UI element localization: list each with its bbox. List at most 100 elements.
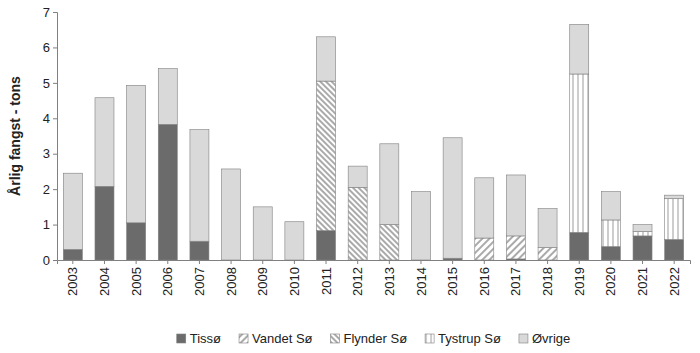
tick: 2016 — [477, 260, 492, 296]
bar-segment — [633, 232, 652, 236]
tick-mark — [199, 260, 200, 264]
bar-segment — [95, 98, 114, 187]
bar-segment — [95, 186, 114, 260]
tick-label: 3 — [43, 146, 50, 161]
tick-mark — [136, 260, 137, 264]
legend-item: Øvrige — [519, 331, 570, 346]
tick-label: 2022 — [667, 267, 682, 296]
series — [63, 124, 683, 260]
tick: 0 — [43, 253, 57, 268]
bar-segment — [411, 192, 430, 260]
tick: 2009 — [255, 260, 270, 296]
tick-mark — [420, 260, 421, 264]
bar-segment — [317, 37, 336, 81]
bar-segment — [665, 195, 684, 199]
tick-label: 2013 — [382, 267, 397, 296]
tick: 4 — [43, 111, 57, 126]
bar-segment — [475, 238, 494, 260]
tick-label: 2008 — [224, 267, 239, 296]
bar-segment — [348, 187, 367, 260]
tick-label: 2 — [43, 182, 50, 197]
legend-swatch — [239, 334, 248, 343]
tick-label: 1 — [43, 217, 50, 232]
y-axis-label: Årlig fangst - tons — [7, 76, 23, 196]
tick-label: 2006 — [160, 267, 175, 296]
bar-segment — [222, 169, 241, 260]
bar-segment — [158, 124, 177, 260]
x-axis: 2003 2004 2005 2006 2007 2008 2009 2010 2011 2012… — [58, 260, 691, 296]
tick-label: 2007 — [192, 267, 207, 296]
tick-mark — [579, 260, 580, 264]
tick-label: 2014 — [414, 267, 429, 296]
tick-label: 7 — [43, 5, 50, 20]
bar-segment — [317, 81, 336, 231]
legend-label: Vandet Sø — [252, 331, 313, 346]
legend-label: Øvrige — [532, 331, 570, 346]
tick-label: 5 — [43, 76, 50, 91]
tick: 2003 — [65, 260, 80, 296]
tick: 2011 — [319, 260, 334, 295]
tick-label: 2004 — [97, 267, 112, 296]
tick-mark — [484, 260, 485, 264]
legend-item: Vandet Sø — [239, 331, 313, 346]
tick-mark — [104, 260, 105, 264]
bar-segment — [63, 249, 82, 260]
bar-segment — [601, 220, 620, 247]
tick: 2007 — [192, 260, 207, 296]
tick-mark — [610, 260, 611, 264]
tick: 2017 — [508, 260, 523, 296]
axis-line — [58, 261, 691, 265]
tick: 2013 — [382, 260, 397, 296]
tick-mark — [53, 260, 57, 261]
tick-mark — [53, 83, 57, 84]
tick: 2010 — [287, 260, 302, 296]
bar-segment — [633, 236, 652, 260]
series — [63, 24, 683, 260]
tick: 5 — [43, 76, 57, 91]
tick-mark — [167, 260, 168, 264]
tick-mark — [294, 260, 295, 264]
bar-segment — [665, 239, 684, 260]
tick-label: 2009 — [255, 267, 270, 296]
tick-mark — [642, 260, 643, 264]
tick: 2014 — [414, 260, 429, 296]
bar-segment — [601, 192, 620, 220]
tick: 2012 — [350, 260, 365, 296]
legend-swatch — [519, 334, 528, 343]
tick-mark — [674, 260, 675, 264]
bar-segment — [506, 175, 525, 236]
tick: 7 — [43, 5, 57, 20]
tick-label: 2018 — [540, 267, 555, 296]
tick: 2008 — [224, 260, 239, 296]
legend-item: Tissø — [177, 331, 221, 346]
tick: 2022 — [667, 260, 682, 296]
tick-label: 2005 — [129, 267, 144, 296]
tick: 1 — [43, 217, 57, 232]
tick: 2020 — [603, 260, 618, 296]
bar-segment — [253, 207, 272, 260]
tick-mark — [452, 260, 453, 264]
bar-segment — [158, 69, 177, 125]
bar-segment — [506, 236, 525, 259]
tick-mark — [231, 260, 232, 264]
tick: 2015 — [445, 260, 460, 296]
tick-label: 2016 — [477, 267, 492, 296]
tick-label: 2012 — [350, 267, 365, 296]
tick-mark — [357, 260, 358, 264]
bar-segment — [570, 74, 589, 232]
series — [570, 74, 684, 247]
bar-segment — [665, 199, 684, 240]
legend: TissøVandet SøFlynder SøTystrup SøØvrige — [177, 331, 571, 346]
bar-segment — [475, 178, 494, 238]
tick-label: 4 — [43, 111, 50, 126]
tick-label: 2017 — [508, 267, 523, 296]
legend-label: Tystrup Sø — [438, 331, 501, 346]
tick-label: 2021 — [635, 267, 650, 296]
tick-mark — [515, 260, 516, 264]
tick-label: 6 — [43, 40, 50, 55]
tick-label: 2020 — [603, 267, 618, 296]
bar-segment — [348, 166, 367, 187]
bar-segment — [538, 248, 557, 260]
bars — [63, 24, 683, 260]
tick-mark — [72, 260, 73, 264]
